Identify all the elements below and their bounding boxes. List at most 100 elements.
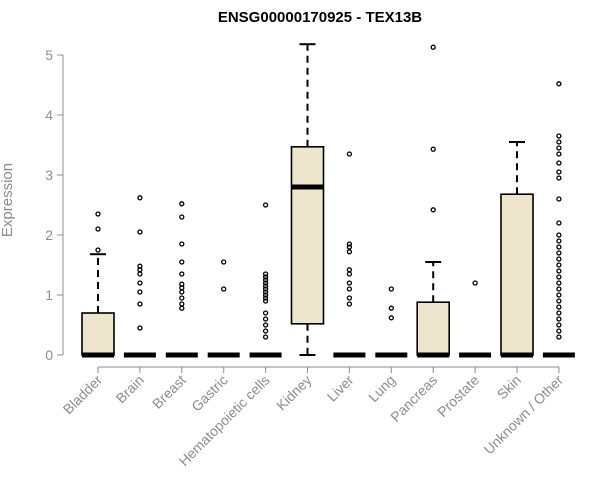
box-series <box>81 43 575 358</box>
outlier-point <box>262 280 269 286</box>
outlier-point <box>179 281 185 287</box>
outlier-point <box>430 44 436 50</box>
outlier-point <box>556 334 562 340</box>
x-tick-label: Kidney <box>273 372 315 414</box>
iqr-box <box>500 193 534 356</box>
outlier-point <box>179 214 185 220</box>
outlier-point <box>262 277 269 283</box>
box-breast <box>165 201 198 358</box>
outlier-point <box>346 286 353 292</box>
outlier-point <box>556 256 562 262</box>
outlier-point <box>262 289 269 295</box>
y-tick-label: 3 <box>45 167 53 183</box>
y-axis-label: Expression <box>0 163 16 237</box>
outlier-point <box>137 263 143 269</box>
outlier-point <box>262 322 269 328</box>
outlier-point <box>95 226 101 232</box>
outlier-point <box>179 295 185 301</box>
outlier-point <box>472 280 478 286</box>
x-tick-label: Brain <box>113 372 147 406</box>
outlier-point <box>556 81 562 87</box>
outlier-point <box>556 220 562 226</box>
outlier-point <box>346 151 353 157</box>
outlier-point <box>262 295 269 301</box>
outlier-point <box>556 304 562 310</box>
outlier-point <box>179 301 185 307</box>
outlier-point <box>137 195 143 201</box>
outlier-point <box>346 301 353 307</box>
outlier-point <box>556 250 562 256</box>
outlier-point <box>262 334 269 340</box>
x-tick-label: Unknown / Other <box>480 372 566 458</box>
y-tick-label: 4 <box>45 107 53 123</box>
outlier-point <box>556 328 562 334</box>
outlier-point <box>556 139 562 145</box>
outlier-point <box>430 207 436 213</box>
box-skin <box>500 141 534 358</box>
outlier-point <box>179 271 185 277</box>
outlier-point <box>556 268 562 274</box>
outlier-point <box>179 289 185 295</box>
outlier-point <box>556 244 562 250</box>
outlier-point <box>137 301 143 307</box>
x-tick-label: Lung <box>365 372 398 405</box>
outlier-point <box>556 160 562 166</box>
outlier-point <box>262 328 269 334</box>
iqr-box <box>290 146 325 325</box>
outlier-point <box>556 316 562 322</box>
outlier-point <box>95 247 101 253</box>
outlier-point <box>137 229 143 235</box>
outlier-point <box>346 241 353 247</box>
x-tick-label: Prostate <box>434 372 482 420</box>
outlier-point <box>346 280 353 286</box>
box-gastric <box>207 259 240 358</box>
outlier-point <box>95 211 101 217</box>
outlier-point <box>262 316 269 322</box>
outlier-point <box>262 286 269 292</box>
y-tick-label: 1 <box>45 287 53 303</box>
outlier-point <box>430 146 436 152</box>
outlier-point <box>137 271 143 277</box>
box-prostate <box>459 280 492 358</box>
iqr-box <box>416 301 451 356</box>
box-bladder <box>81 211 115 358</box>
outlier-point <box>262 283 269 289</box>
box-kidney <box>290 43 325 356</box>
y-tick-label: 0 <box>45 347 53 363</box>
chart-title: ENSG00000170925 - TEX13B <box>218 9 422 26</box>
outlier-point <box>556 280 562 286</box>
outlier-point <box>262 292 269 298</box>
y-tick-label: 2 <box>45 227 53 243</box>
outlier-point <box>556 232 562 238</box>
outlier-point <box>556 286 562 292</box>
x-tick-label: Breast <box>149 372 189 412</box>
outlier-point <box>556 292 562 298</box>
outlier-point <box>556 238 562 244</box>
outlier-point <box>556 322 562 328</box>
outlier-point <box>556 274 562 280</box>
outlier-point <box>262 274 269 280</box>
outlier-point <box>137 280 143 286</box>
box-hematopoietic-cells <box>249 202 282 358</box>
outlier-point <box>556 145 562 151</box>
y-tick-label: 5 <box>45 47 53 63</box>
iqr-box <box>81 312 115 356</box>
outlier-point <box>556 175 562 181</box>
outlier-point <box>137 289 143 295</box>
outlier-point <box>346 244 353 250</box>
outlier-point <box>556 262 562 268</box>
outlier-point <box>137 325 143 331</box>
x-tick-label: Bladder <box>60 372 106 418</box>
outlier-point <box>346 249 353 255</box>
outlier-point <box>346 271 353 277</box>
outlier-point <box>179 241 185 247</box>
outlier-point <box>179 305 185 311</box>
outlier-point <box>179 259 185 265</box>
outlier-point <box>262 310 269 316</box>
outlier-point <box>221 259 227 265</box>
outlier-point <box>388 286 394 292</box>
outlier-point <box>346 295 353 301</box>
outlier-point <box>556 310 562 316</box>
